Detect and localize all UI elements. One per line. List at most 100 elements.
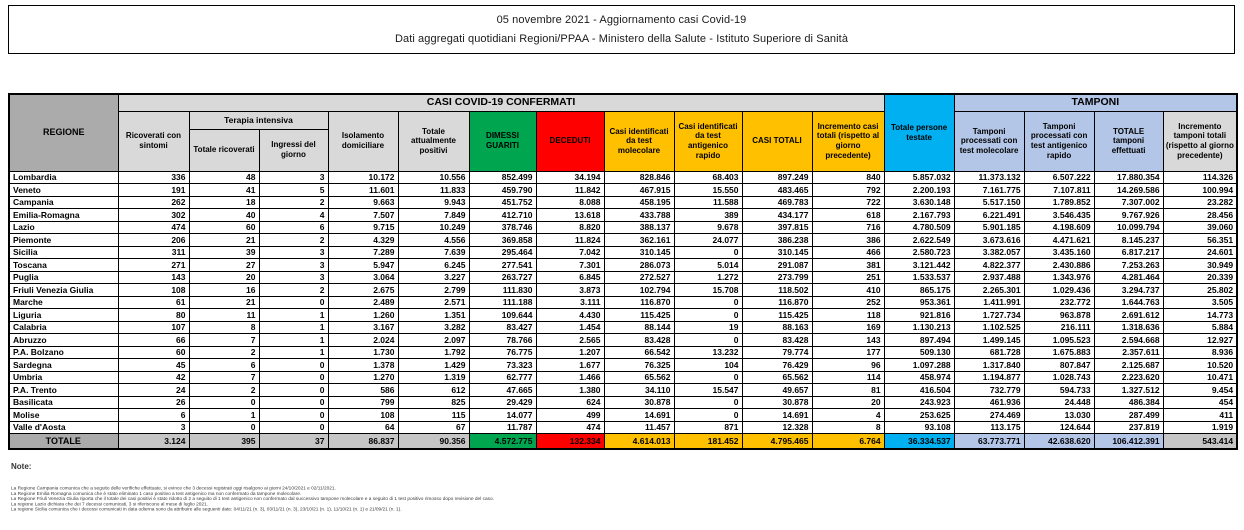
cell-incremento-tamponi: 114.326 (1162, 170, 1238, 184)
cell-deceduti: 7.042 (535, 245, 605, 259)
table-row: Emilia-Romagna 302 40 4 7.507 7.849 412.710 13.… (8, 208, 1238, 222)
column-header-incremento-tamponi: Incremento tamponi totali (rispetto al g… (1162, 110, 1238, 172)
cell-totale-persone-testate: 509.130 (883, 345, 955, 359)
cell-deceduti: 34.194 (535, 170, 605, 184)
cell-tamponi-antigenico: 1.343.976 (1023, 270, 1095, 284)
region-name: Valle d'Aosta (8, 420, 119, 434)
cell-casi-test-molecolare: 362.161 (603, 233, 675, 247)
cell-tamponi-molecolare: 2.937.488 (953, 270, 1025, 284)
cell-casi-test-antigenico: 0 (673, 408, 743, 422)
table-row: Liguria 80 11 1 1.260 1.351 109.644 4.430 115.42… (8, 308, 1238, 322)
region-name: Emilia-Romagna (8, 208, 119, 222)
cell-tamponi-antigenico: 1.029.436 (1023, 283, 1095, 297)
cell-deceduti: 8.088 (535, 195, 605, 209)
table-row: Sicilia 311 39 3 7.289 7.639 295.464 7.042 310.1… (8, 245, 1238, 259)
cell-isolamento-domiciliare: 2.489 (327, 295, 399, 309)
cell-totale-persone-testate: 921.816 (883, 308, 955, 322)
cell-dimessi-guariti: 76.775 (468, 345, 537, 359)
cell-ti-ingressi-giorno: 3 (258, 258, 329, 272)
cell-deceduti: 1.466 (535, 370, 605, 384)
cell-isolamento-domiciliare: 1.730 (327, 345, 399, 359)
cell-isolamento-domiciliare: 5.947 (327, 258, 399, 272)
cell-incremento-tamponi: 5.884 (1162, 320, 1238, 334)
cell-ti-ingressi-giorno: 0 (258, 383, 329, 397)
cell-totale-persone-testate: 2.167.793 (883, 208, 955, 222)
cell-casi-totali: 291.087 (741, 258, 813, 272)
cell-ti-ingressi-giorno: 1 (258, 345, 329, 359)
column-header-attuali-positivi: Totale attualmente positivi (397, 110, 470, 172)
cell-totale-attualmente-positivi: 11.833 (397, 183, 470, 197)
group-header-tamponi: TAMPONI (953, 93, 1238, 112)
cell-deceduti: 11.824 (535, 233, 605, 247)
cell-totale-attualmente-positivi: 4.556 (397, 233, 470, 247)
cell-ricoverati-sintomi: 336 (117, 170, 190, 184)
cell-casi-totali: 30.878 (741, 395, 813, 409)
cell-ti-totale-ricoverati: 41 (188, 183, 260, 197)
totale-cell-tamponi-molecolare: 63.773.771 (953, 433, 1025, 449)
cell-casi-totali: 116.870 (741, 295, 813, 309)
cell-isolamento-domiciliare: 108 (327, 408, 399, 422)
cell-casi-test-molecolare: 286.073 (603, 258, 675, 272)
cell-ti-totale-ricoverati: 2 (188, 383, 260, 397)
cell-incremento-casi: 81 (811, 383, 885, 397)
cell-tamponi-antigenico: 594.733 (1023, 383, 1095, 397)
cell-ti-ingressi-giorno: 6 (258, 220, 329, 234)
cell-incremento-tamponi: 1.919 (1162, 420, 1238, 434)
totale-label: TOTALE (8, 433, 119, 449)
totale-cell-ti-totale-ricoverati: 395 (188, 433, 260, 449)
region-name: Friuli Venezia Giulia (8, 283, 119, 297)
note-line: La Regione Emilia Romagna comunica che è… (11, 490, 302, 497)
cell-tamponi-molecolare: 3.382.057 (953, 245, 1025, 259)
cell-ti-totale-ricoverati: 6 (188, 358, 260, 372)
cell-deceduti: 13.618 (535, 208, 605, 222)
column-header-dimessi-guariti: DIMESSI GUARITI (468, 110, 537, 172)
cell-casi-test-antigenico: 104 (673, 358, 743, 372)
cell-isolamento-domiciliare: 1.260 (327, 308, 399, 322)
cell-ti-totale-ricoverati: 11 (188, 308, 260, 322)
cell-incremento-tamponi: 454 (1162, 395, 1238, 409)
cell-casi-test-antigenico: 5.014 (673, 258, 743, 272)
table-row: Valle d'Aosta 3 0 0 64 67 11.787 474 11.457 871 12… (8, 420, 1238, 434)
cell-dimessi-guariti: 78.766 (468, 333, 537, 347)
cell-casi-totali: 88.163 (741, 320, 813, 334)
cell-casi-test-molecolare: 11.457 (603, 420, 675, 434)
cell-deceduti: 1.380 (535, 383, 605, 397)
cell-isolamento-domiciliare: 3.167 (327, 320, 399, 334)
cell-incremento-tamponi: 28.456 (1162, 208, 1238, 222)
cell-ti-totale-ricoverati: 40 (188, 208, 260, 222)
cell-ti-ingressi-giorno: 3 (258, 245, 329, 259)
cell-tamponi-antigenico: 3.546.435 (1023, 208, 1095, 222)
region-name: Campania (8, 195, 119, 209)
cell-deceduti: 1.207 (535, 345, 605, 359)
cell-tamponi-molecolare: 7.161.775 (953, 183, 1025, 197)
totale-cell-totale-attualmente-positivi: 90.356 (397, 433, 470, 449)
cell-casi-test-antigenico: 68.403 (673, 170, 743, 184)
cell-incremento-tamponi: 10.520 (1162, 358, 1238, 372)
cell-totale-tamponi: 2.223.620 (1093, 370, 1164, 384)
table-row: Molise 6 1 0 108 115 14.077 499 14.691 0 14.691 4 25… (8, 408, 1238, 422)
cell-dimessi-guariti: 263.727 (468, 270, 537, 284)
cell-tamponi-antigenico: 1.789.852 (1023, 195, 1095, 209)
cell-casi-test-molecolare: 102.794 (603, 283, 675, 297)
cell-ricoverati-sintomi: 26 (117, 395, 190, 409)
cell-casi-test-antigenico: 24.077 (673, 233, 743, 247)
cell-incremento-casi: 20 (811, 395, 885, 409)
cell-dimessi-guariti: 369.858 (468, 233, 537, 247)
cell-totale-tamponi: 486.384 (1093, 395, 1164, 409)
table-row: Friuli Venezia Giulia 108 16 2 2.675 2.799 111… (8, 283, 1238, 297)
cell-ti-ingressi-giorno: 2 (258, 233, 329, 247)
cell-casi-test-antigenico: 15.708 (673, 283, 743, 297)
cell-deceduti: 499 (535, 408, 605, 422)
cell-casi-test-molecolare: 66.542 (603, 345, 675, 359)
cell-totale-attualmente-positivi: 3.227 (397, 270, 470, 284)
cell-dimessi-guariti: 111.830 (468, 283, 537, 297)
cell-totale-persone-testate: 1.533.537 (883, 270, 955, 284)
cell-tamponi-molecolare: 113.175 (953, 420, 1025, 434)
region-name: Toscana (8, 258, 119, 272)
table-row: Abruzzo 66 7 1 2.024 2.097 78.766 2.565 83.428 0 8… (8, 333, 1238, 347)
totale-cell-incremento-tamponi: 543.414 (1162, 433, 1238, 449)
column-header-casi-molecolare: Casi identificati da test molecolare (603, 110, 675, 172)
cell-deceduti: 3.873 (535, 283, 605, 297)
column-header-ti-ingressi: Ingressi del giorno (258, 128, 329, 172)
